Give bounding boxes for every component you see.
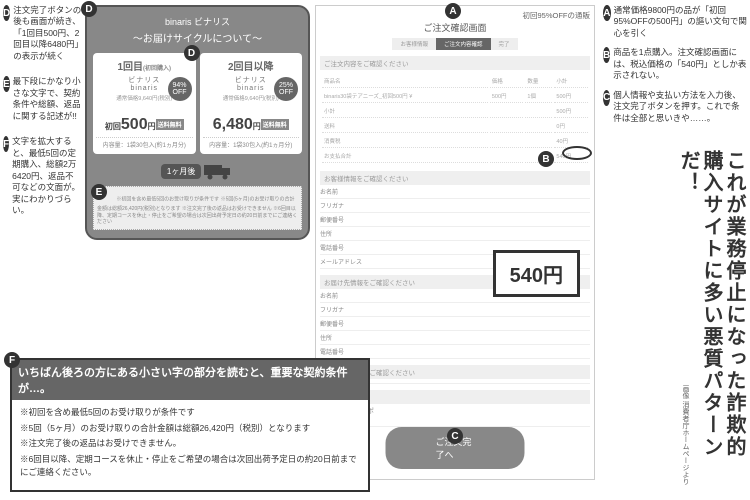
delivery-cycle-popup: D binaris ビナリス 〜お届けサイクルについて〜 D 1回目(初回購入)… [85,5,310,240]
cycle-indicator: 1ヶ月後 [93,162,302,180]
annotation-d-text: 注文完了ボタンの後も画面が続き、「1回目500円、2回目以降6480円」の表示が… [13,5,82,62]
circle-b [562,146,592,160]
table-row: binaris30袋テアニーズ_初回500円 ¥500円1個500円 [322,90,588,103]
callout-item: ※初回を含め最低5回のお受け取りが条件です [20,406,360,420]
right-column: A 通常価格9800円の品が「初回95%OFFの500円」の謳い文句で関心を引く… [600,0,750,500]
plan-row: D 1回目(初回購入) ビナリス binaris 94%OFF 通常価格9,64… [93,53,302,154]
annotation-a-text: 通常価格9800円の品が「初回95%OFFの500円」の謳い文句で関心を引く [614,5,747,39]
callout-item: ※5回（5ヶ月）のお受け取りの合計金額は総額26,420円（税別）となります [20,422,360,436]
fine-print-text: ※初回を含め最低5回のお受け取りが条件です ※5回(5ヶ月)のお受け取りの合計金… [97,197,297,226]
table-row: 小計500円 [322,105,588,118]
annotation-d: D 注文完了ボタンの後も画面が続き、「1回目500円、2回目以降6480円」の表… [3,5,82,62]
popup-subtitle: 〜お届けサイクルについて〜 [93,30,302,45]
marker-d-on-plan: D [184,45,200,61]
section-order-contents: ご注文内容をご確認ください [320,56,590,70]
step-3: 完了 [491,38,518,50]
callout-list: ※初回を含め最低5回のお受け取りが条件です ※5回（5ヶ月）のお受け取りの合計金… [20,406,360,480]
form-title: ご注文確認画面 [320,21,590,34]
plan1-title: 1回目(初回購入) [96,58,193,73]
marker-e-on-fineprint: E [91,184,107,200]
cycle-badge: 1ヶ月後 [161,164,201,179]
plan2-title: 2回目以降 [203,58,300,73]
plan-after: 2回目以降 ビナリス binaris 25%OFF 通常価格9,640円(税別)… [200,53,303,154]
table-row: 消費税40円 [322,135,588,148]
step-2: ご注文内容確認 [436,38,491,50]
form-field: フリガナ [320,199,590,213]
callout-item: ※6回目以降、定期コースを休止・停止をご希望の場合は次回出荷予定日の約20日前ま… [20,453,360,480]
marker-f-on-callout: F [4,352,20,368]
section-customer: お客様情報をご確認ください [320,171,590,185]
step-bar: お客様情報 ご注文内容確認 完了 [320,38,590,50]
price-highlight-box: 540円 [493,250,580,297]
plan1-contents: 内容量：1袋30包入(約1ヵ月分) [96,137,193,149]
truck-icon [204,162,234,180]
popup-brand: binaris ビナリス [93,15,302,28]
marker-b-on-form: B [538,151,554,167]
form-field: 電話番号 [320,345,590,359]
annotation-a: A 通常価格9800円の品が「初回95%OFFの500円」の謳い文句で関心を引く [603,5,747,39]
callout-item: ※注文完了後の返品はお受けできません。 [20,437,360,451]
fine-print-block: E ※初回を含め最低5回のお受け取りが条件です ※5回(5ヶ月)のお受け取りの合… [93,186,302,230]
plan2-contents: 内容量：1袋30包入(約1ヵ月分) [203,137,300,149]
plan1-price: 初回500円送料無料 [96,116,193,134]
marker-e: E [3,76,10,92]
annotation-e-text: 最下段にかなり小さな文字で、契約条件や総額、返品に関する記述が!! [13,76,82,122]
marker-f: F [3,136,9,152]
form-field: 住所 [320,331,590,345]
marker-b: B [603,47,610,63]
page-container: D 注文完了ボタンの後も画面が続き、「1回目500円、2回目以降6480円」の表… [0,0,750,500]
marker-c: C [603,90,610,106]
marker-d: D [3,5,10,21]
form-field: お名前 [320,185,590,199]
annotation-b: B 商品を1点購入。注文確認画面には、税込価格の「540円」としか表示されない。 [603,47,747,81]
plan2-discount-badge: 25%OFF [274,77,298,101]
marker-c-on-form: C [447,428,463,444]
marker-a: A [603,5,611,21]
annotation-e: E 最下段にかなり小さな文字で、契約条件や総額、返品に関する記述が!! [3,76,82,122]
image-credit: 画像 消費者庁ホームページより [680,385,690,485]
annotation-c-text: 個人情報や支払い方法を入力後、注文完了ボタンを押す。これで条件は全部と思いきや…… [613,90,747,124]
form-field: フリガナ [320,303,590,317]
marker-a-on-form: A [445,3,461,19]
step-1: お客様情報 [392,38,436,50]
form-field: 郵便番号 [320,213,590,227]
form-field: 郵便番号 [320,317,590,331]
fine-print-callout: F いちばん後ろの方にある小さい字の部分を読むと、重要な契約条件が…。 ※初回を… [10,358,370,492]
marker-d-on-popup: D [81,1,97,17]
plan2-price: 6,480円送料無料 [203,116,300,134]
table-header: 商品名価格数量小計 [322,75,588,88]
annotation-f: F 文字を拡大すると、最低5回の定期購入、総額2万6420円、返品不可などの文面… [3,136,82,216]
plan-first: D 1回目(初回購入) ビナリス binaris 94%OFF 通常価格9,64… [93,53,196,154]
annotation-f-text: 文字を拡大すると、最低5回の定期購入、総額2万6420円、返品不可などの文面が。… [12,136,82,216]
annotation-b-text: 商品を1点購入。注文確認画面には、税込価格の「540円」としか表示されない。 [613,47,747,81]
table-row: 送料0円 [322,120,588,133]
form-field: 住所 [320,227,590,241]
plan1-discount-badge: 94%OFF [168,77,192,101]
callout-heading: いちばん後ろの方にある小さい字の部分を読むと、重要な契約条件が…。 [12,360,368,400]
annotation-c: C 個人情報や支払い方法を入力後、注文完了ボタンを押す。これで条件は全部と思いき… [603,90,747,124]
